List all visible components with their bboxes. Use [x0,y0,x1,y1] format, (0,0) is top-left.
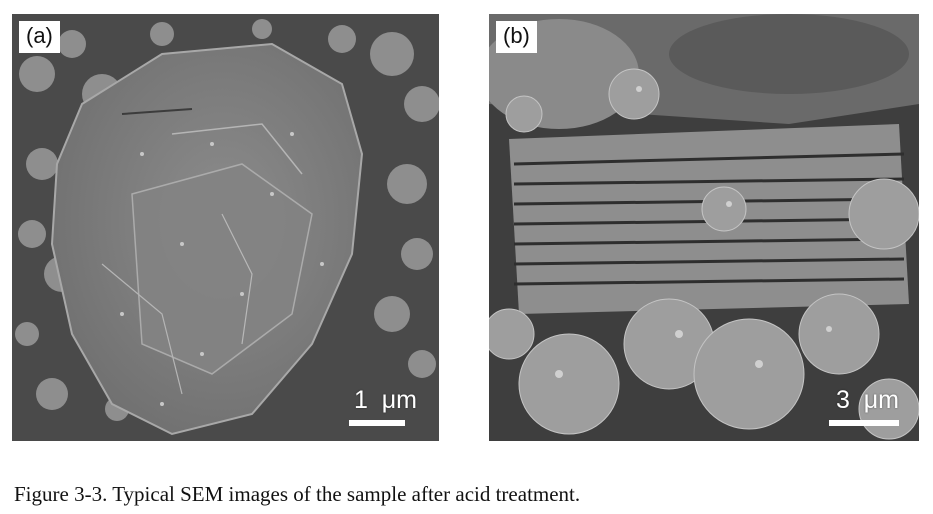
sem-image-b: (b) 3 μm [489,14,919,441]
scale-bar-b [829,420,899,426]
sem-micrograph-a [12,14,439,441]
sem-micrograph-b [489,14,919,441]
scale-bar-label-b: 3 μm [835,386,899,414]
figure-caption: Figure 3-3. Typical SEM images of the sa… [14,482,581,506]
panel-label-b: (b) [496,21,537,53]
sem-image-a: (a) 1 μm [12,14,439,441]
scale-bar-label-a: 1 μm [353,386,417,414]
scale-bar-a [349,420,405,426]
panel-label-a: (a) [19,21,60,53]
